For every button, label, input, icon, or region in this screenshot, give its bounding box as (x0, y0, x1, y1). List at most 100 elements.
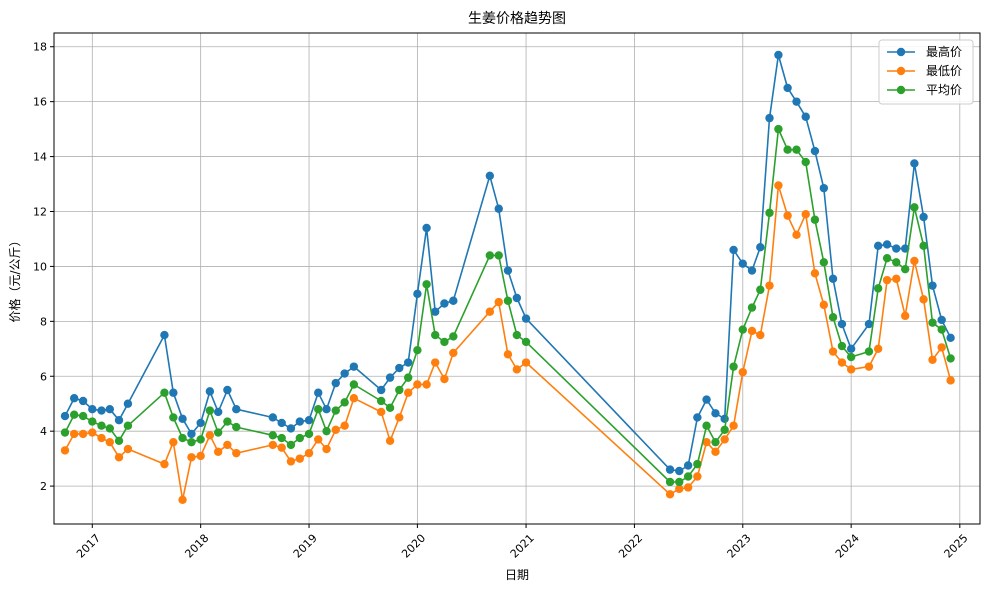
y-tick-label: 18 (33, 41, 47, 54)
data-point (349, 380, 359, 389)
data-point (729, 245, 738, 255)
data-point (431, 330, 440, 340)
data-point (187, 453, 196, 462)
data-point (783, 83, 792, 93)
data-point (928, 355, 937, 364)
data-point (756, 330, 765, 340)
data-point (413, 345, 422, 355)
data-point (88, 428, 97, 437)
data-point (882, 275, 892, 285)
series-2 (60, 124, 955, 487)
data-point (286, 440, 296, 450)
data-point (873, 344, 883, 353)
data-point (295, 417, 305, 426)
data-point (123, 421, 133, 430)
data-point (910, 203, 919, 212)
data-point (295, 454, 305, 463)
data-point (693, 472, 702, 481)
data-point (837, 319, 847, 329)
data-point (331, 378, 340, 388)
data-point (919, 241, 928, 251)
data-point (792, 145, 801, 154)
data-point (774, 50, 783, 60)
data-point (919, 295, 928, 304)
y-tick-label: 10 (33, 260, 47, 273)
data-point (88, 405, 97, 414)
data-point (729, 362, 738, 371)
data-point (837, 358, 847, 367)
data-point (178, 433, 187, 443)
data-point (105, 437, 115, 447)
data-point (304, 415, 314, 425)
data-point (232, 422, 241, 432)
data-point (819, 258, 829, 267)
data-point (314, 435, 323, 444)
y-tick-label: 6 (40, 370, 47, 383)
data-point (665, 477, 675, 487)
data-point (187, 429, 196, 439)
y-tick-label: 4 (40, 425, 47, 438)
data-point (747, 326, 757, 336)
data-point (213, 407, 223, 417)
data-point (160, 330, 169, 340)
data-point (521, 314, 531, 323)
x-axis-label: 日期 (505, 568, 529, 582)
data-point (78, 411, 88, 421)
data-point (864, 319, 874, 329)
y-axis-label: 价格（元/公斤） (7, 234, 22, 322)
data-point (114, 436, 124, 445)
data-point (97, 406, 106, 415)
data-point (286, 424, 296, 433)
data-point (801, 112, 810, 121)
data-point (431, 307, 440, 316)
data-point (485, 307, 495, 316)
data-point (105, 405, 115, 414)
data-point (169, 388, 178, 397)
x-tick-label: 2017 (74, 532, 103, 561)
legend-marker (896, 47, 906, 57)
data-point (403, 358, 413, 367)
data-point (675, 466, 684, 476)
data-point (449, 296, 458, 305)
data-point (738, 259, 747, 268)
data-point (946, 376, 955, 385)
data-point (431, 358, 440, 367)
data-point (765, 281, 774, 290)
data-point (178, 495, 187, 505)
data-point (828, 313, 838, 322)
data-point (322, 405, 331, 414)
data-point (178, 414, 187, 424)
series-layer (60, 50, 955, 505)
data-point (205, 406, 215, 415)
data-point (810, 146, 820, 156)
data-point (277, 433, 286, 443)
data-point (485, 171, 495, 180)
data-point (97, 421, 106, 430)
series-0 (60, 50, 955, 476)
data-point (846, 365, 856, 374)
x-tick-label: 2022 (616, 532, 645, 561)
data-point (440, 374, 449, 384)
series-1 (60, 181, 955, 505)
data-point (349, 362, 359, 371)
data-point (494, 204, 503, 213)
y-tick-label: 12 (33, 205, 47, 218)
data-point (449, 332, 458, 341)
data-point (675, 484, 684, 494)
data-point (304, 448, 314, 458)
data-point (60, 428, 70, 437)
data-point (395, 385, 404, 395)
data-point (711, 437, 720, 447)
y-tick-label: 2 (40, 480, 47, 493)
data-point (376, 396, 386, 406)
data-point (213, 447, 223, 456)
x-tick-label: 2023 (725, 532, 754, 561)
data-point (88, 417, 97, 426)
data-point (340, 369, 349, 378)
data-point (765, 208, 774, 218)
data-point (268, 413, 278, 422)
data-point (314, 388, 323, 397)
x-tick-label: 2024 (833, 532, 862, 561)
data-point (946, 354, 955, 363)
